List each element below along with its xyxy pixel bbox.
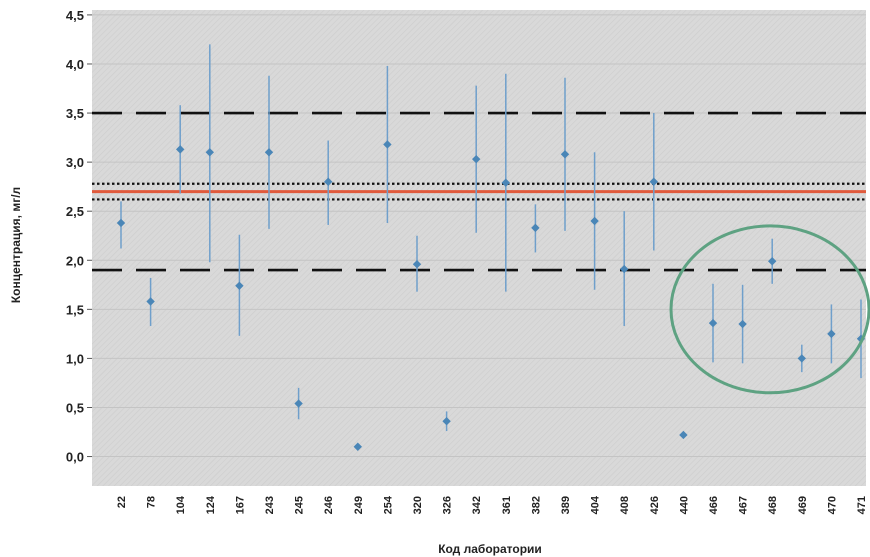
data-point (620, 264, 629, 274)
data-point (649, 177, 658, 186)
x-axis-ticks: 22 78 104 124 167 243 245 246 249 254 320 326 342 361… (116, 495, 868, 514)
data-point (146, 297, 155, 306)
y-tick-label: 2,5 (66, 204, 84, 219)
x-tick-label: 249 (353, 496, 365, 514)
y-tick-label: 1,0 (66, 351, 84, 366)
data-point (708, 318, 718, 328)
data-point (679, 430, 688, 440)
x-tick-label: 404 (590, 495, 602, 514)
x-tick-label: 467 (738, 496, 750, 514)
y-tick-label: 0,5 (66, 400, 84, 415)
data-point (383, 140, 392, 149)
x-tick-label: 254 (382, 495, 394, 514)
x-axis-title: Код лаборатории (438, 542, 542, 556)
x-tick-label: 469 (797, 496, 809, 514)
data-point (324, 177, 333, 186)
x-tick-label: 382 (530, 496, 542, 514)
x-tick-label: 342 (471, 496, 483, 514)
data-point (768, 257, 777, 266)
data-point (531, 223, 540, 233)
data-point (116, 218, 126, 228)
data-point (738, 319, 747, 329)
x-tick-label: 245 (294, 496, 306, 514)
y-tick-label: 2,0 (66, 253, 84, 268)
data-point (590, 216, 599, 226)
x-tick-label: 361 (501, 496, 513, 514)
highlight-group (669, 224, 870, 395)
gridlines (92, 14, 866, 458)
y-tick-label: 4,5 (66, 8, 84, 23)
data-point (797, 354, 806, 363)
data-point (412, 259, 422, 269)
data-point (176, 145, 185, 154)
data-point (442, 417, 451, 426)
data-point (294, 399, 303, 408)
data-point (472, 154, 481, 164)
y-tick-label: 3,5 (66, 106, 84, 121)
data-point (205, 148, 214, 157)
x-tick-label: 468 (767, 496, 779, 514)
x-tick-label: 22 (116, 496, 128, 508)
y-tick-label: 3,0 (66, 155, 84, 170)
x-tick-label: 426 (649, 496, 661, 514)
x-tick-label: 440 (678, 496, 690, 514)
y-axis-title: Концентрация, мг/л (9, 187, 23, 303)
x-tick-label: 326 (442, 496, 454, 514)
data-point (264, 148, 274, 157)
data-point (353, 442, 362, 451)
data-point (560, 150, 570, 159)
x-tick-label: 243 (264, 496, 276, 514)
data-point (235, 281, 244, 290)
plot-area (92, 10, 866, 486)
x-tick-label: 471 (856, 496, 868, 514)
y-tick-label: 0,0 (66, 450, 84, 465)
data-point (827, 329, 836, 339)
x-tick-label: 408 (619, 496, 631, 514)
x-tick-label: 320 (412, 496, 424, 514)
x-tick-label: 470 (826, 496, 838, 514)
reference-lines (92, 111, 866, 272)
highlight-ellipse (669, 224, 870, 395)
x-tick-label: 78 (146, 496, 158, 508)
y-tick-label: 4,0 (66, 57, 84, 72)
y-axis-ticks: 0,0 0,5 1,0 1,5 2,0 2,5 3,0 3,5 4,0 4,5 (66, 8, 92, 465)
x-tick-label: 466 (708, 496, 720, 514)
x-tick-label: 167 (234, 496, 246, 514)
x-tick-label: 246 (323, 496, 335, 514)
x-tick-label: 124 (205, 495, 217, 514)
x-tick-label: 104 (175, 495, 187, 514)
x-tick-label: 389 (560, 496, 572, 514)
y-tick-label: 1,5 (66, 302, 84, 317)
data-point (501, 178, 510, 187)
